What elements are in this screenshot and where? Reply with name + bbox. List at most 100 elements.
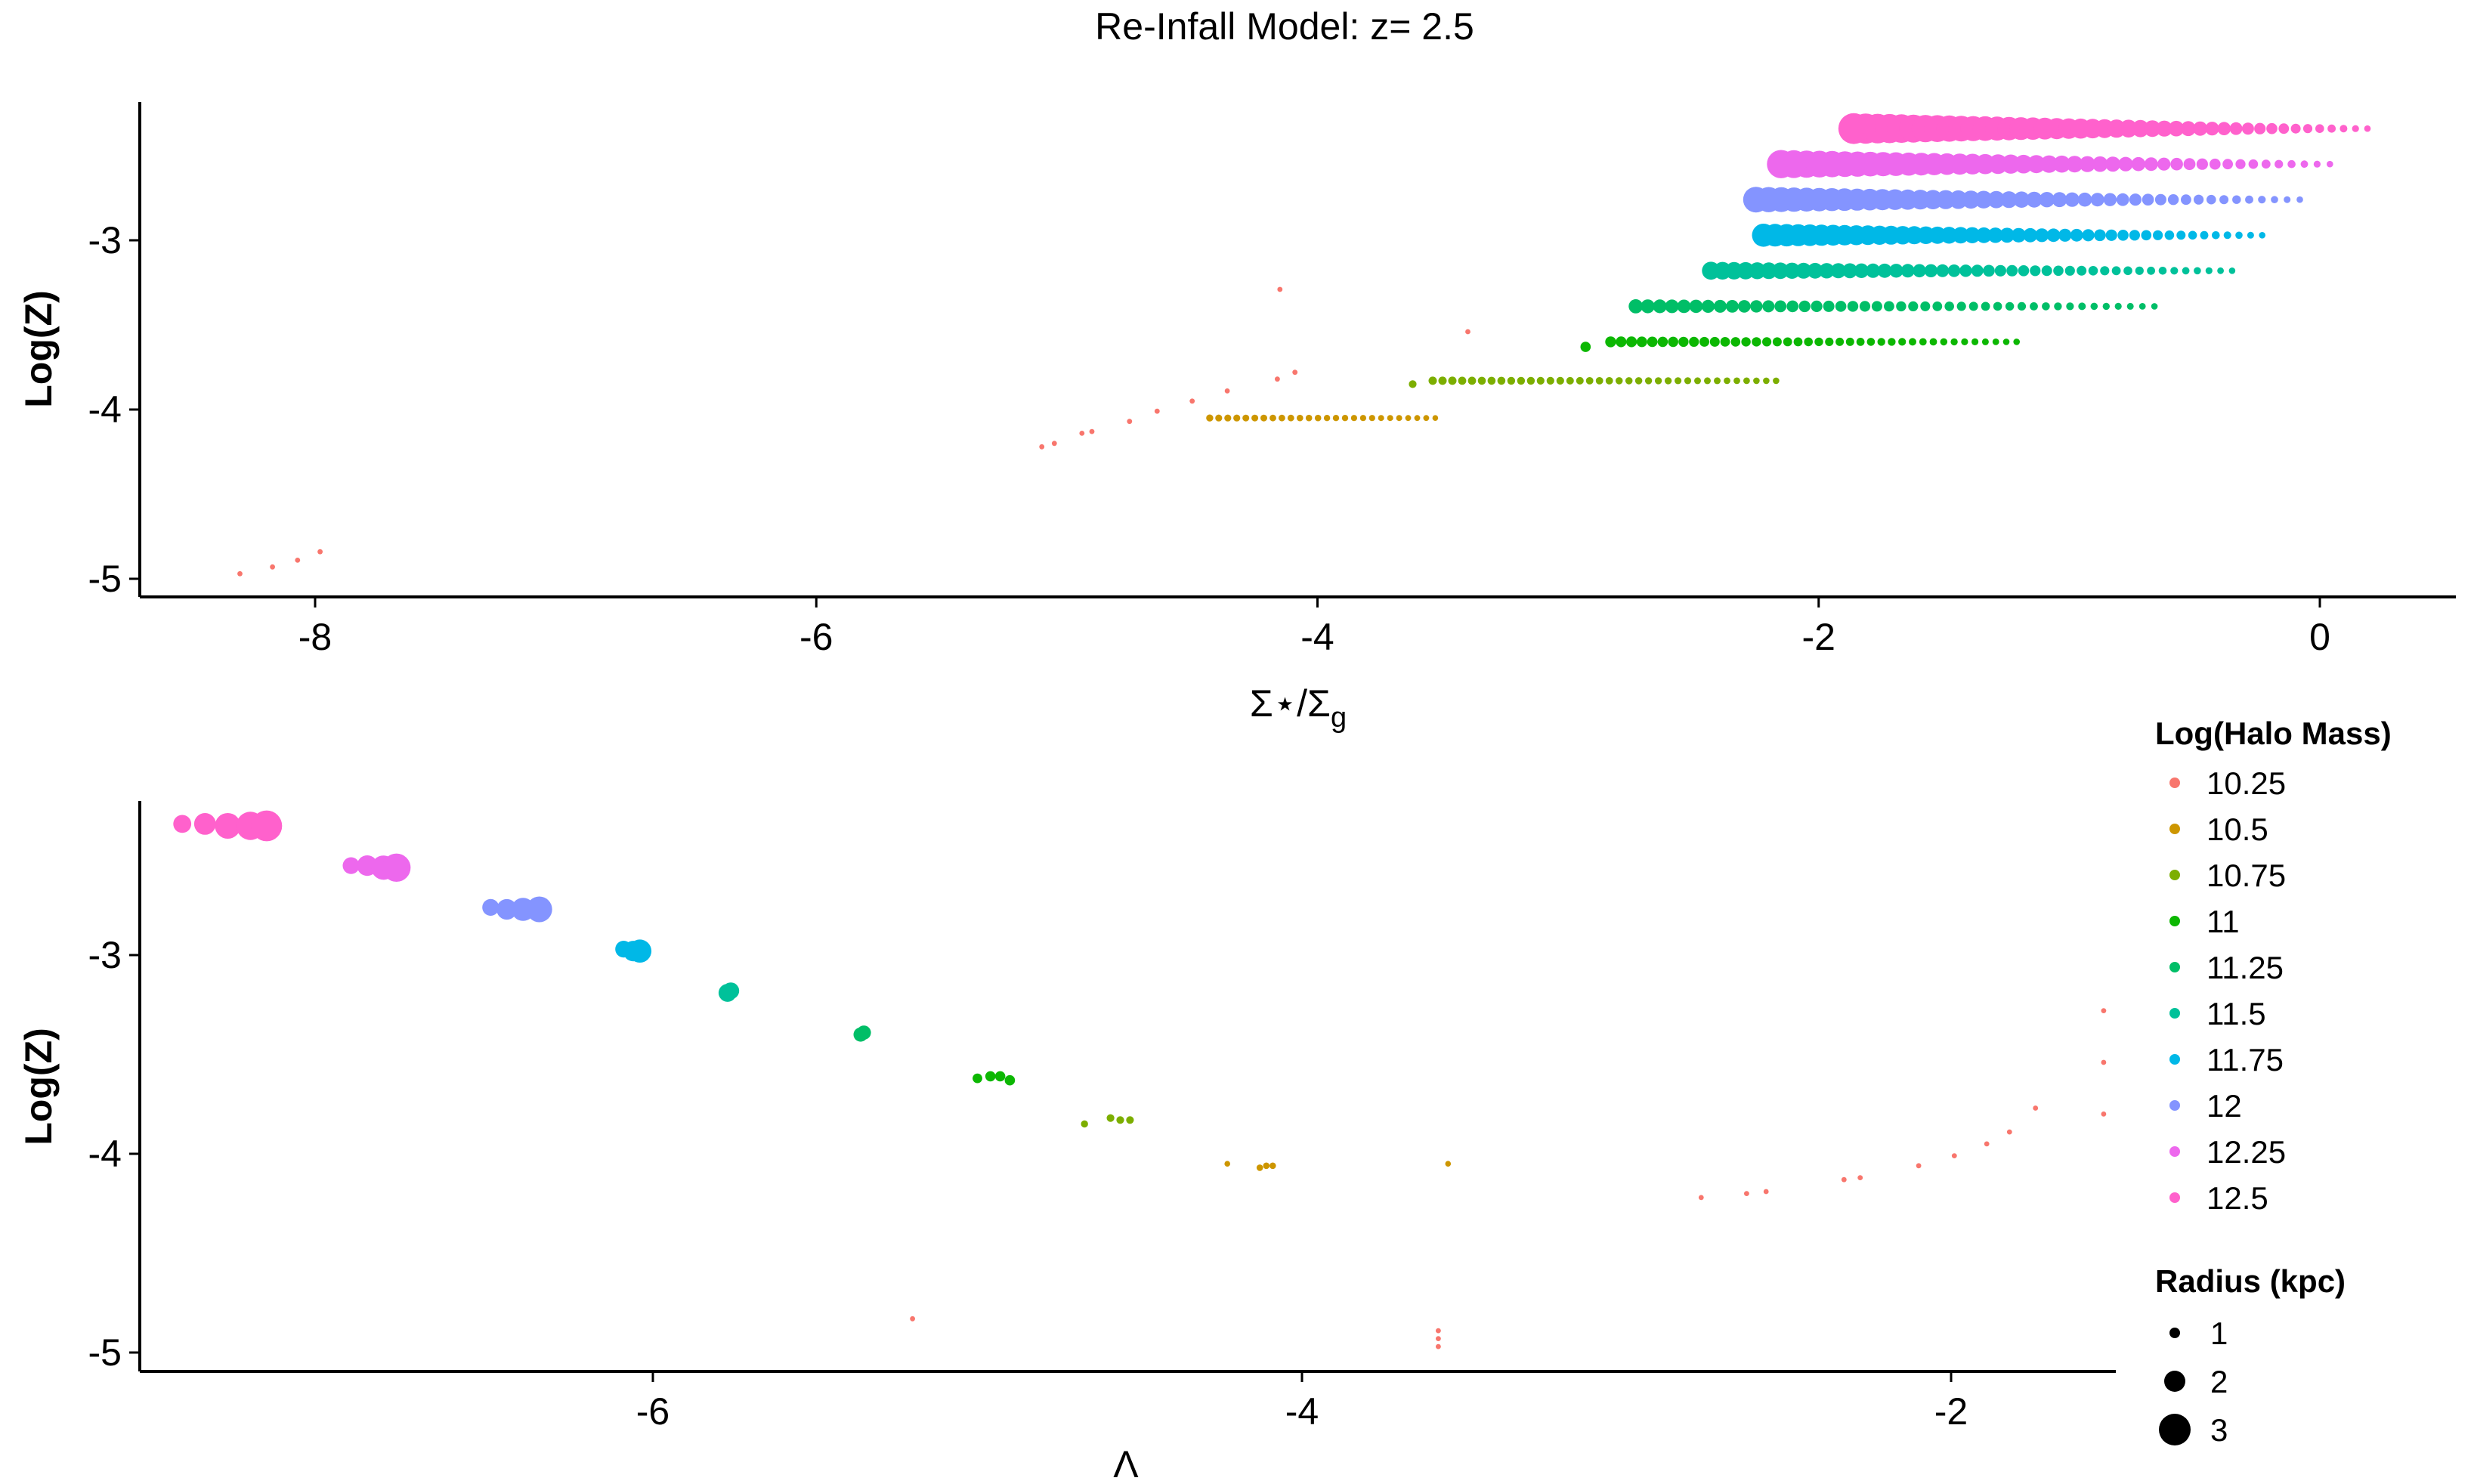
- top-point-11-19: [1793, 337, 1803, 347]
- top-point-10_25-7: [1089, 428, 1095, 434]
- top-point-12_5-43: [2364, 125, 2371, 132]
- bottom-x-tick-label: -4: [1285, 1390, 1319, 1433]
- bottom-y-tick-label: -3: [88, 934, 122, 976]
- top-point-11_75-26: [2058, 228, 2072, 242]
- top-point-10_75-26: [1675, 377, 1682, 385]
- bottom-point-11-1: [985, 1071, 996, 1082]
- top-point-11_5-25: [1994, 264, 2006, 277]
- top-point-10_25-15: [1465, 329, 1470, 335]
- top-point-11_75-41: [2235, 231, 2243, 240]
- top-point-10_75-20: [1615, 377, 1623, 385]
- top-point-12_5-24: [2132, 119, 2150, 138]
- bottom-x-tick-label: -6: [636, 1390, 670, 1433]
- top-point-10_5-18: [1368, 415, 1375, 422]
- top-point-11-1: [1605, 336, 1616, 348]
- bottom-point-11_25-1: [856, 1025, 871, 1040]
- top-point-11_5-9: [1807, 262, 1823, 279]
- top-point-12_25-42: [2313, 160, 2321, 168]
- top-point-11_5-23: [1971, 264, 1984, 277]
- legend-size-marker-2: [2164, 1371, 2185, 1392]
- top-point-10_75-32: [1733, 377, 1740, 385]
- top-point-11_75-17: [1952, 227, 1969, 244]
- top-point-12_25-22: [2053, 155, 2070, 173]
- top-point-10_75-4: [1458, 376, 1467, 385]
- top-point-10_25-11: [1224, 388, 1230, 394]
- top-point-10_5-24: [1423, 415, 1430, 422]
- top-point-11_25-39: [2102, 302, 2110, 311]
- top-point-12_25-34: [2210, 158, 2221, 170]
- top-point-11_25-40: [2114, 302, 2122, 310]
- top-point-11-21: [1814, 337, 1823, 347]
- top-point-11_5-29: [2041, 265, 2052, 277]
- top-x-tick-label: -8: [298, 616, 332, 658]
- top-point-11-10: [1699, 336, 1709, 347]
- legend-label-12_25: 12.25: [2206, 1134, 2286, 1170]
- top-point-10_75-17: [1585, 377, 1594, 385]
- top-point-11_25-34: [2042, 302, 2050, 311]
- top-panel: -8 -6 -4 -2 0 -5 -4 -3 Log(Z) Σ⋆/Σg: [17, 102, 2456, 734]
- top-point-11_75-16: [1941, 227, 1958, 244]
- top-point-11-13: [1730, 337, 1741, 347]
- top-point-11_25-17: [1835, 301, 1847, 312]
- legend: Log(Halo Mass) 10.25 10.5 10.75 11 11.25 11.5…: [2116, 699, 2474, 1484]
- legend-label-10_75: 10.75: [2206, 858, 2286, 893]
- top-point-11_75-30: [2105, 229, 2117, 241]
- top-point-11-16: [1762, 337, 1772, 347]
- top-point-11_25-30: [1993, 301, 2002, 311]
- top-point-12_5-38: [2302, 124, 2313, 134]
- top-point-11_5-42: [2194, 267, 2201, 275]
- bottom-point-10_25-5: [1744, 1191, 1749, 1196]
- top-point-11_5-32: [2077, 265, 2087, 276]
- top-point-12-29: [2116, 193, 2129, 206]
- top-point-11_75-36: [2176, 230, 2186, 240]
- top-point-11-2: [1616, 336, 1627, 348]
- bottom-point-10_25-14: [2101, 1008, 2107, 1013]
- top-point-11_5-39: [2158, 267, 2167, 275]
- top-point-11_25-23: [1908, 301, 1919, 311]
- top-point-11_5-18: [1913, 264, 1926, 278]
- top-point-11_25-3: [1665, 299, 1679, 314]
- top-point-10_5-22: [1405, 415, 1412, 422]
- top-point-10_75-24: [1654, 377, 1662, 385]
- bottom-point-12_5-2: [215, 813, 241, 839]
- top-point-10_75-16: [1576, 376, 1584, 385]
- legend-swatch-11_75: [2169, 1054, 2180, 1065]
- top-point-11-7: [1668, 336, 1678, 348]
- top-point-10_75-25: [1664, 377, 1672, 385]
- top-point-12_5-40: [2327, 124, 2336, 133]
- bottom-point-12-0: [482, 898, 499, 916]
- legend-label-11: 11: [2206, 904, 2240, 939]
- bottom-point-10_25-2: [1436, 1336, 1441, 1341]
- top-point-10_5-21: [1396, 415, 1402, 422]
- bottom-point-12_25-3: [382, 853, 411, 883]
- top-point-11-40: [2013, 339, 2020, 345]
- top-point-11-27: [1877, 338, 1885, 346]
- top-point-11_75-27: [2070, 228, 2083, 242]
- bottom-point-10_25-4: [1698, 1195, 1704, 1201]
- top-point-11_25-2: [1653, 299, 1667, 314]
- top-point-12-22: [2026, 191, 2043, 208]
- top-point-12_25-40: [2287, 159, 2296, 168]
- top-point-11_5-12: [1842, 263, 1858, 279]
- top-point-11-39: [2002, 339, 2010, 345]
- top-point-11-26: [1866, 338, 1876, 346]
- top-point-11_25-12: [1774, 300, 1787, 313]
- top-point-10_5-8: [1279, 414, 1285, 422]
- top-point-10_25-3: [317, 549, 323, 555]
- bottom-point-10_5-1: [1256, 1164, 1263, 1171]
- top-point-11_75-25: [2046, 228, 2061, 243]
- top-point-10_25-4: [1039, 444, 1045, 450]
- top-point-11_5-13: [1854, 263, 1869, 278]
- top-point-12-41: [2271, 196, 2278, 204]
- top-point-10_25-2: [295, 558, 301, 563]
- top-point-10_75-10: [1517, 376, 1526, 385]
- legend-color-title: Log(Halo Mass): [2155, 716, 2392, 751]
- top-point-12-25: [2064, 192, 2080, 207]
- top-x-tick-label: -4: [1300, 616, 1334, 658]
- top-point-10_75-36: [1773, 377, 1780, 385]
- top-point-11_75-21: [1999, 227, 2015, 243]
- top-point-11-31: [1919, 338, 1927, 346]
- legend-size-label-1: 1: [2210, 1316, 2228, 1351]
- top-point-11_25-15: [1811, 300, 1823, 312]
- top-point-11-9: [1689, 336, 1699, 347]
